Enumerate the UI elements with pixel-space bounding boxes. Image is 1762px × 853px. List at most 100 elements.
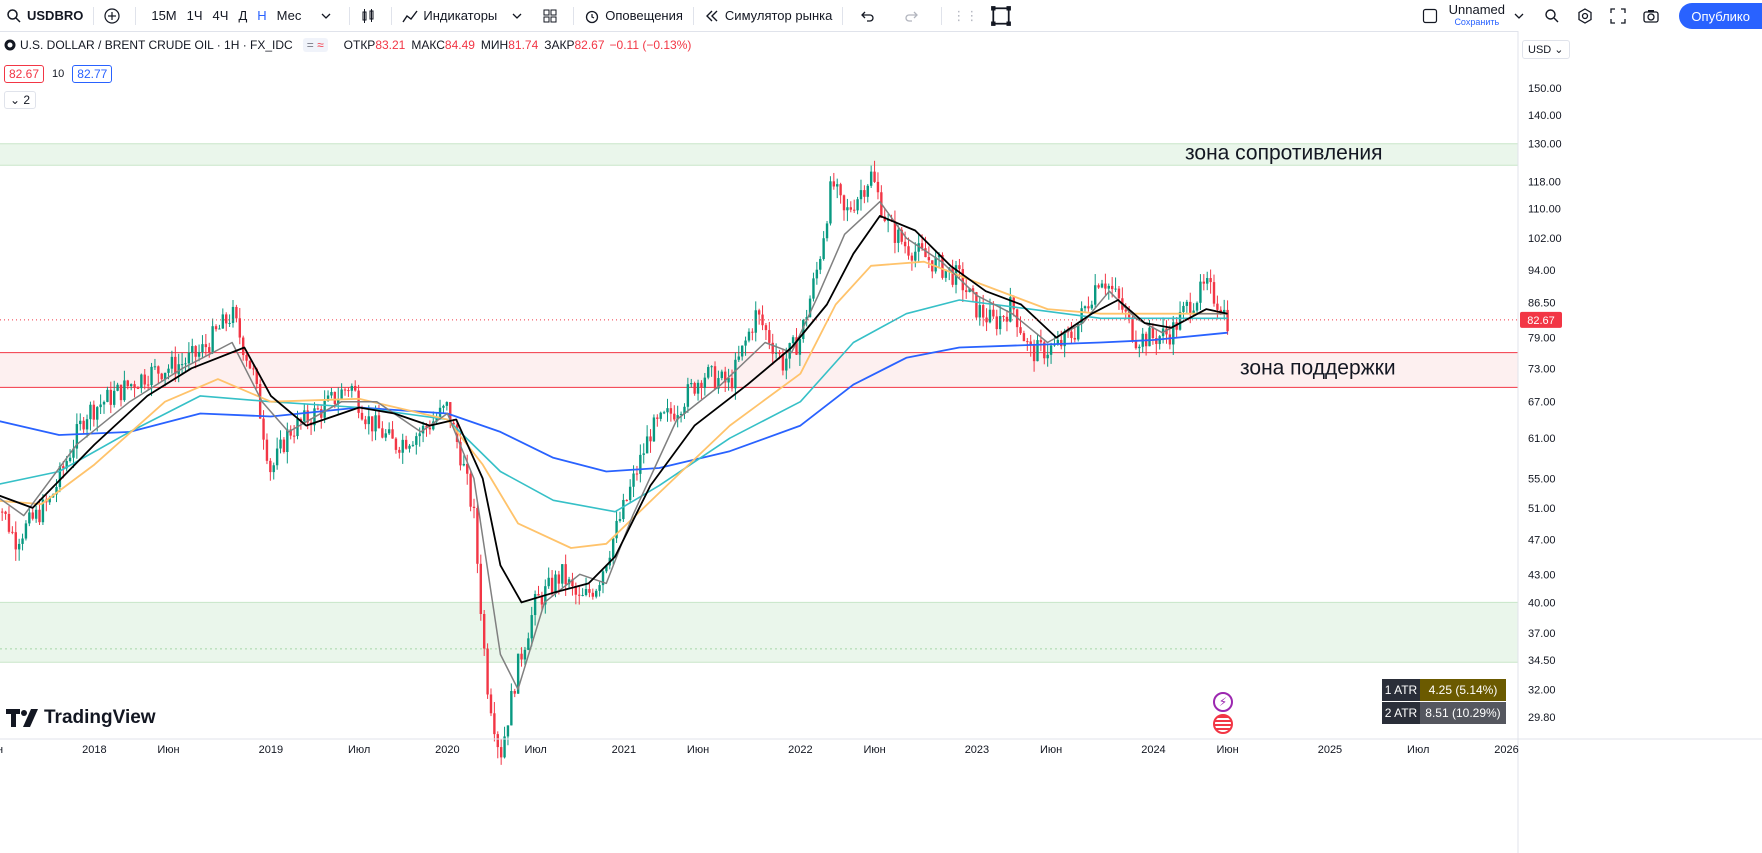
publish-button[interactable]: Опублико — [1679, 3, 1762, 29]
candle-body — [628, 486, 632, 501]
interval-dropdown[interactable] — [312, 0, 345, 31]
candle-body — [493, 713, 496, 735]
x-tick-label: 2023 — [965, 744, 989, 756]
candle-body — [1172, 322, 1175, 345]
candle-body — [170, 356, 174, 369]
candle-body — [194, 346, 197, 357]
candle-body — [377, 415, 381, 429]
zone-2[interactable] — [0, 602, 1518, 663]
price-chart[interactable]: зона сопротивления зона поддержки 150.00 1… — [0, 31, 1762, 853]
candle-body — [1063, 331, 1066, 347]
candle-body — [96, 407, 99, 420]
last-price-tag — [1520, 311, 1562, 328]
candle-body — [910, 255, 914, 261]
spread-value: 10 — [52, 68, 65, 80]
candle-body — [435, 417, 438, 422]
candle-body — [337, 398, 340, 405]
candle-body — [323, 400, 326, 418]
symbol-search[interactable]: USDBRO — [0, 0, 89, 31]
x-tick-label: 2022 — [788, 744, 812, 756]
candle-body — [778, 352, 781, 355]
candle-body — [1019, 327, 1022, 334]
candle-body — [1077, 323, 1080, 340]
interval-0[interactable]: 15М — [151, 8, 177, 23]
candle-body — [917, 243, 920, 252]
candle-body — [62, 466, 65, 469]
candle-body — [0, 511, 4, 513]
chevron-down-icon — [512, 13, 522, 19]
y-tick-label: 51.00 — [1528, 503, 1556, 515]
compare-button[interactable] — [98, 0, 131, 31]
candle-body — [550, 577, 554, 593]
us-flag-event-icon[interactable] — [1213, 714, 1233, 734]
low-label: МИН — [480, 38, 509, 52]
candle-body — [197, 352, 201, 357]
indicators-dropdown[interactable] — [503, 0, 536, 31]
alerts-button[interactable]: Оповещения — [578, 0, 689, 31]
candle-body — [85, 419, 89, 430]
alerts-label: Оповещения — [605, 8, 683, 23]
candle-body — [808, 298, 812, 318]
moving-average-line — [0, 299, 1228, 513]
undo-button[interactable] — [847, 0, 892, 31]
zone-0[interactable] — [0, 143, 1518, 166]
ask-value[interactable]: 82.77 — [72, 65, 113, 83]
candle-body — [201, 344, 204, 353]
y-tick-label: 37.00 — [1528, 628, 1556, 640]
indicators-button[interactable]: Индикаторы — [396, 0, 503, 31]
replay-button[interactable]: Симулятор рынка — [698, 0, 838, 31]
drag-handle[interactable]: ⋮⋮ — [952, 7, 979, 23]
price-axis[interactable] — [1518, 31, 1762, 853]
candle-body — [873, 171, 876, 182]
interval-4[interactable]: Н — [257, 8, 267, 23]
candle-body — [452, 422, 455, 425]
candle-body — [1117, 288, 1121, 299]
candle-body — [1226, 309, 1229, 332]
legend-eye-toggle[interactable]: = ≈ — [302, 38, 328, 52]
fullscreen-select-button[interactable] — [984, 0, 1023, 31]
redo-button[interactable] — [892, 0, 937, 31]
quick-search-button[interactable] — [1538, 0, 1571, 31]
chevron-down-icon: ⌄ — [1554, 44, 1564, 56]
interval-group: 15М 1Ч 4Ч Д Н Мес — [140, 0, 312, 31]
interval-3[interactable]: Д — [238, 8, 248, 23]
currency-select[interactable]: USD ⌄ — [1522, 40, 1570, 59]
interval-5[interactable]: Мес — [276, 8, 302, 23]
candle-body — [1046, 354, 1049, 359]
fullscreen-button[interactable] — [1604, 0, 1637, 31]
candle-body — [489, 694, 493, 714]
layout-select[interactable]: Unnamed Сохранить — [1416, 0, 1538, 31]
interval-2[interactable]: 4Ч — [212, 8, 229, 23]
candle-body — [1070, 331, 1073, 338]
candle-body — [527, 638, 530, 650]
settings-button[interactable] — [1571, 0, 1604, 31]
series-title[interactable]: U.S. DOLLAR / BRENT CRUDE OIL · 1H · FX_… — [20, 38, 293, 52]
x-tick-label: Июн — [0, 744, 3, 756]
candle-body — [846, 207, 849, 211]
candle-body — [1097, 285, 1100, 288]
bid-value[interactable]: 82.67 — [4, 65, 45, 83]
chart-type-button[interactable] — [354, 0, 387, 31]
candle-body — [1087, 306, 1090, 309]
candle-body — [1073, 337, 1077, 340]
interval-1[interactable]: 1Ч — [186, 8, 203, 23]
atr-row: 2 ATR 8.51 (10.29%) — [1382, 702, 1506, 724]
templates-button[interactable] — [536, 0, 569, 31]
x-tick-label: 2025 — [1318, 744, 1342, 756]
indicators-collapse-toggle[interactable]: ⌄ 2 — [4, 91, 37, 109]
candle-body — [825, 223, 829, 239]
snapshot-button[interactable] — [1637, 0, 1670, 31]
candle-body — [28, 512, 31, 524]
collapsed-count: 2 — [23, 93, 31, 107]
y-tick-label: 47.00 — [1528, 535, 1556, 547]
candle-body — [1155, 338, 1158, 345]
candle-body — [265, 439, 269, 461]
rewind-icon — [705, 10, 718, 21]
candle-body — [449, 402, 452, 423]
candle-body — [533, 594, 537, 616]
top-toolbar: USDBRO 15М 1Ч 4Ч Д Н Мес Индикаторы Оповещени… — [0, 0, 1762, 32]
candle-body — [48, 497, 51, 503]
candle-body — [666, 408, 669, 413]
lightning-event-icon[interactable]: ⚡ — [1213, 692, 1233, 712]
candle-body — [1022, 333, 1026, 342]
